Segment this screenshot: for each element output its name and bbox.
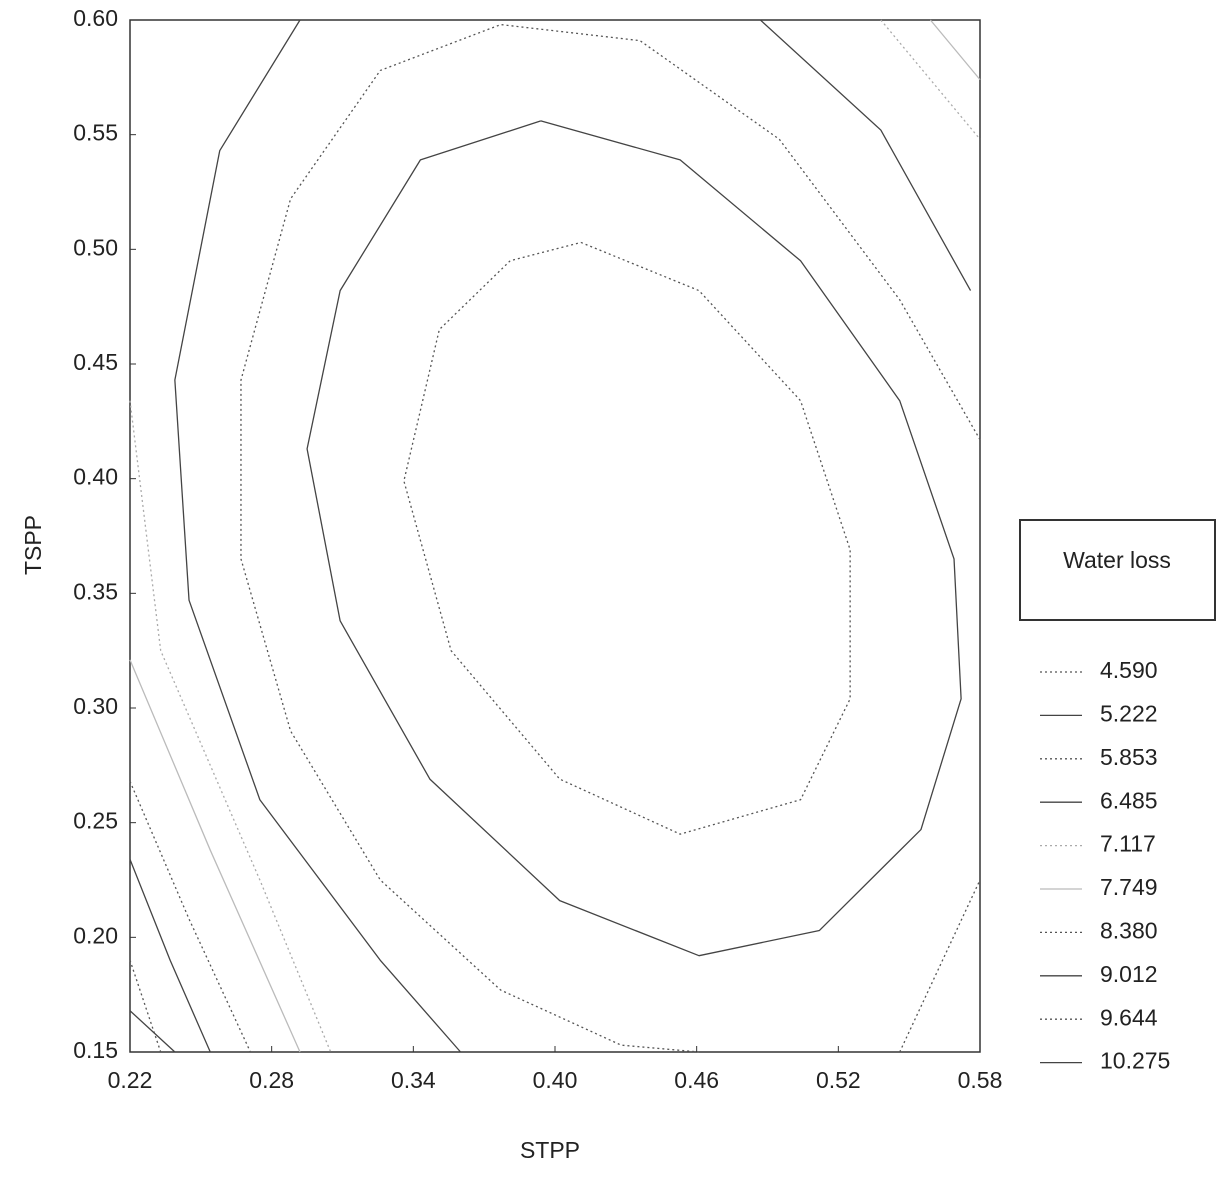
legend-label: 5.222 [1100,700,1158,726]
legend-label: 8.380 [1100,917,1158,943]
page: {"chart_data": {"type": "contour", "x_la… [0,0,1223,1198]
contour-line [130,960,161,1052]
contour-line [130,1011,175,1052]
legend-label: 5.853 [1100,744,1158,770]
y-axis-label: TSPP [20,515,46,575]
x-tick-label: 0.46 [674,1067,719,1093]
legend-label: 9.644 [1100,1004,1158,1030]
legend-label: 10.275 [1100,1048,1170,1074]
contour-line [404,242,850,834]
y-tick-label: 0.25 [73,808,118,834]
y-tick-label: 0.15 [73,1037,118,1063]
x-axis-label: STPP [520,1137,580,1163]
legend-label: 7.117 [1100,831,1156,857]
y-tick-label: 0.30 [73,693,118,719]
contour-line [130,859,210,1052]
contour-line [307,121,961,956]
x-tick-label: 0.40 [533,1067,578,1093]
y-tick-label: 0.55 [73,120,118,146]
x-tick-label: 0.52 [816,1067,861,1093]
y-tick-label: 0.60 [73,5,118,31]
legend-label: 6.485 [1100,787,1158,813]
x-tick-label: 0.34 [391,1067,436,1093]
y-tick-label: 0.50 [73,234,118,260]
x-tick-label: 0.22 [108,1067,153,1093]
y-tick-label: 0.45 [73,349,118,375]
x-tick-label: 0.58 [958,1067,1003,1093]
y-tick-label: 0.40 [73,464,118,490]
y-tick-label: 0.20 [73,922,118,948]
legend-title: Water loss [1063,547,1171,573]
x-tick-label: 0.28 [249,1067,294,1093]
chart: STPP TSPP Water loss 0.15 0.20 0.25 0.30 0.3… [0,0,1223,1198]
legend-label: 7.749 [1100,874,1158,900]
contour-line [241,25,980,1052]
contour-line [130,781,250,1052]
legend-label: 4.590 [1100,657,1158,683]
legend-label: 9.012 [1100,961,1158,987]
y-tick-label: 0.35 [73,578,118,604]
contour-line [175,20,971,1052]
